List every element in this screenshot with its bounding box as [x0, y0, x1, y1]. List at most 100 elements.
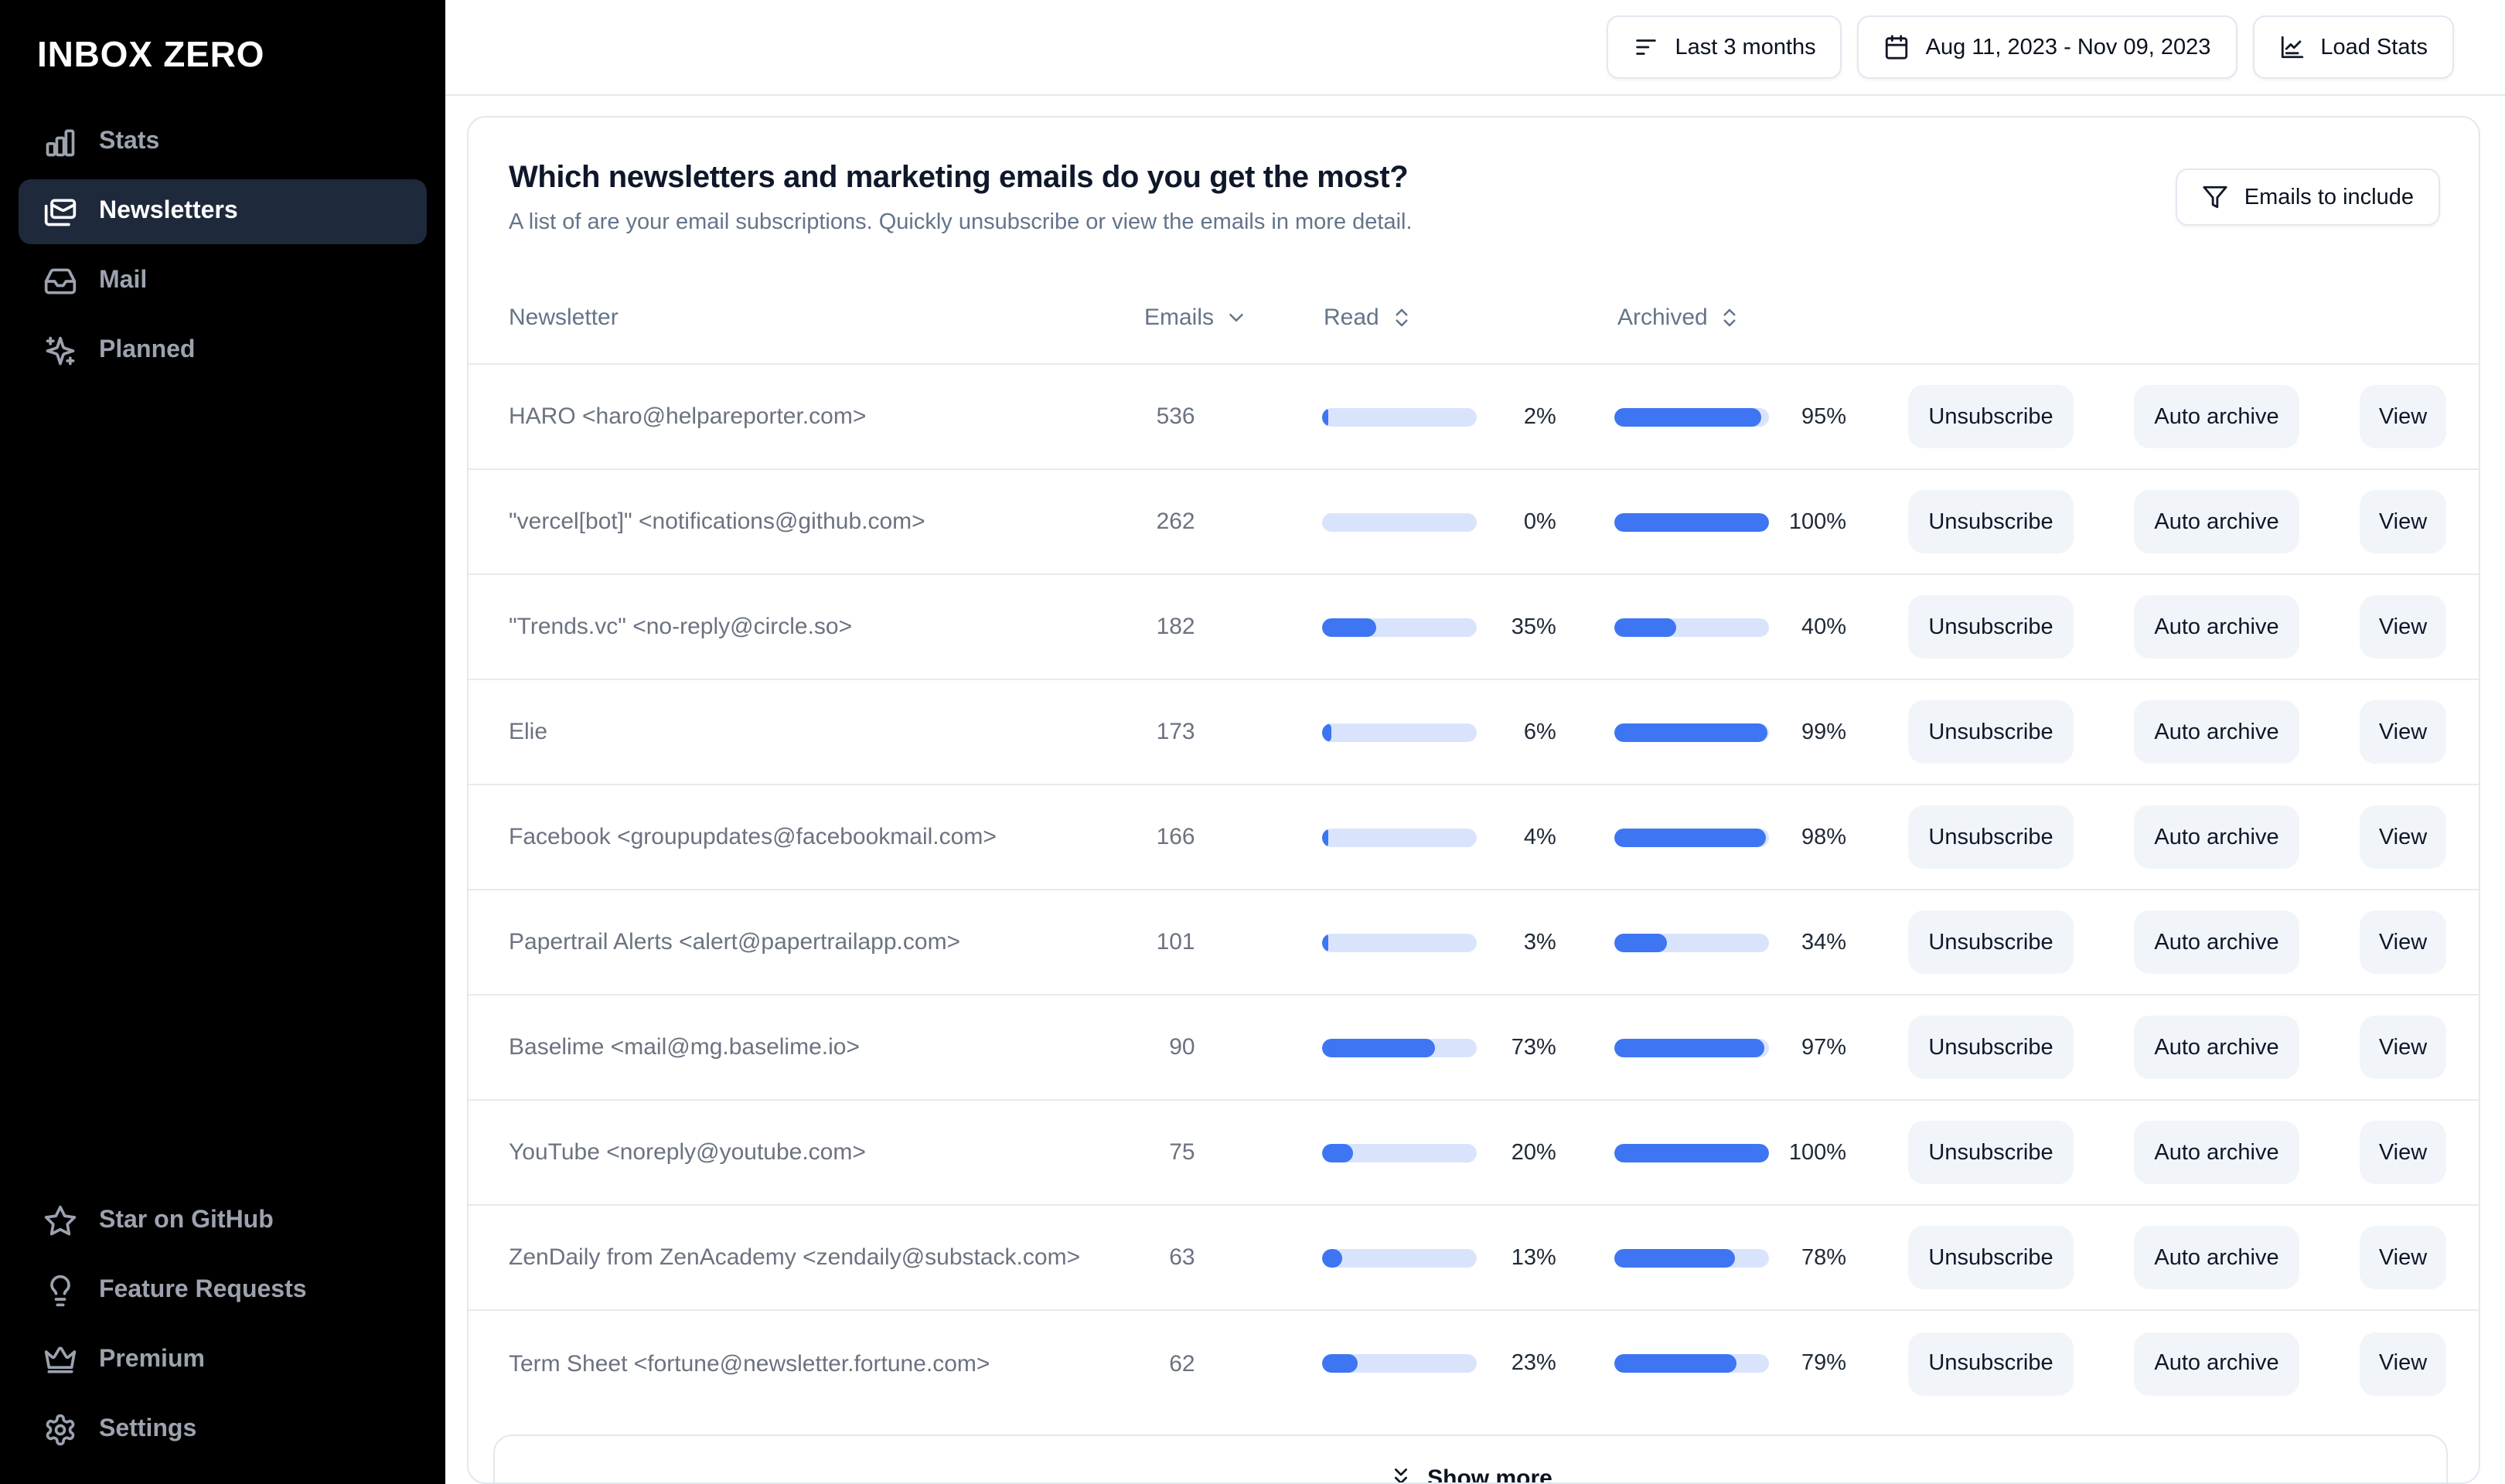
sidebar-item-settings[interactable]: Settings	[19, 1397, 427, 1462]
card-header-text: Which newsletters and marketing emails d…	[509, 161, 1413, 235]
newsletter-name: Facebook <groupupdates@facebookmail.com>	[509, 824, 997, 850]
auto-archive-button[interactable]: Auto archive	[2134, 1016, 2299, 1079]
topbar: Last 3 months Aug 11, 2023 - Nov 09, 202…	[445, 0, 2505, 96]
sidebar: INBOX ZERO Stats Newsletters Mail Planned S…	[0, 0, 445, 1484]
column-header-archived[interactable]: Archived	[1617, 304, 2446, 330]
unsubscribe-button[interactable]: Unsubscribe	[1908, 490, 2074, 553]
read-cell: 2%	[1321, 404, 1556, 429]
unsubscribe-button[interactable]: Unsubscribe	[1908, 700, 2074, 764]
sidebar-item-newsletters[interactable]: Newsletters	[19, 179, 427, 244]
view-button[interactable]: View	[2360, 595, 2446, 659]
emails-count: 63	[1169, 1244, 1195, 1271]
show-more-button[interactable]: Show more	[493, 1435, 2448, 1482]
view-button[interactable]: View	[2360, 385, 2446, 448]
sidebar-item-stats[interactable]: Stats	[19, 110, 427, 175]
secondary-nav: Star on GitHub Feature Requests Premium Set…	[0, 1189, 445, 1484]
read-cell: 73%	[1321, 1035, 1556, 1060]
unsubscribe-button[interactable]: Unsubscribe	[1908, 385, 2074, 448]
period-label: Last 3 months	[1675, 35, 1816, 60]
read-cell: 3%	[1321, 930, 1556, 955]
unsubscribe-button[interactable]: Unsubscribe	[1908, 1332, 2074, 1395]
view-button[interactable]: View	[2360, 910, 2446, 974]
view-button[interactable]: View	[2360, 1332, 2446, 1395]
archived-progress-bar	[1614, 407, 1770, 426]
read-cell: 20%	[1321, 1140, 1556, 1165]
emails-count: 262	[1156, 509, 1195, 535]
period-select-button[interactable]: Last 3 months	[1607, 15, 1842, 79]
unsubscribe-button[interactable]: Unsubscribe	[1908, 805, 2074, 869]
archived-percent: 97%	[1801, 1035, 1846, 1060]
archived-progress-bar	[1614, 512, 1770, 531]
archived-progress-bar	[1614, 723, 1770, 741]
unsubscribe-button[interactable]: Unsubscribe	[1908, 1121, 2074, 1184]
sidebar-item-label: Newsletters	[99, 198, 238, 224]
read-percent: 20%	[1511, 1140, 1556, 1165]
unsubscribe-button[interactable]: Unsubscribe	[1908, 1016, 2074, 1079]
load-stats-button[interactable]: Load Stats	[2252, 15, 2454, 79]
view-button[interactable]: View	[2360, 1121, 2446, 1184]
column-header-emails[interactable]: Emails	[1144, 304, 1324, 330]
unsubscribe-button[interactable]: Unsubscribe	[1908, 595, 2074, 659]
read-percent: 73%	[1511, 1035, 1556, 1060]
read-percent: 13%	[1511, 1245, 1556, 1270]
sidebar-item-mail[interactable]: Mail	[19, 249, 427, 314]
auto-archive-button[interactable]: Auto archive	[2134, 1121, 2299, 1184]
view-button[interactable]: View	[2360, 700, 2446, 764]
sidebar-item-star-on-github[interactable]: Star on GitHub	[19, 1189, 427, 1254]
table-row: ZenDaily from ZenAcademy <zendaily@subst…	[469, 1206, 2479, 1311]
view-button[interactable]: View	[2360, 490, 2446, 553]
auto-archive-button[interactable]: Auto archive	[2134, 805, 2299, 869]
table-row: Facebook <groupupdates@facebookmail.com>…	[469, 785, 2479, 890]
read-progress-bar	[1321, 828, 1477, 846]
sidebar-item-feature-requests[interactable]: Feature Requests	[19, 1258, 427, 1323]
view-button[interactable]: View	[2360, 1016, 2446, 1079]
date-range-button[interactable]: Aug 11, 2023 - Nov 09, 2023	[1857, 15, 2237, 79]
view-button[interactable]: View	[2360, 805, 2446, 869]
chevrons-down-icon	[1389, 1465, 1413, 1482]
primary-nav: Stats Newsletters Mail Planned	[0, 110, 445, 383]
table-row: Term Sheet <fortune@newsletter.fortune.c…	[469, 1311, 2479, 1416]
read-progress-bar	[1321, 723, 1477, 741]
read-cell: 35%	[1321, 614, 1556, 639]
chevrons-up-down-icon	[1390, 305, 1413, 328]
emails-count: 62	[1169, 1350, 1195, 1377]
sparkles-icon	[43, 334, 77, 368]
sidebar-item-planned[interactable]: Planned	[19, 318, 427, 383]
view-button[interactable]: View	[2360, 1226, 2446, 1289]
read-progress-bar	[1321, 933, 1477, 951]
archived-progress-bar	[1614, 1143, 1770, 1162]
emails-count: 536	[1156, 403, 1195, 430]
table-row: Baselime <mail@mg.baselime.io> 90 73% 97…	[469, 996, 2479, 1101]
auto-archive-button[interactable]: Auto archive	[2134, 385, 2299, 448]
star-icon	[43, 1204, 77, 1238]
auto-archive-button[interactable]: Auto archive	[2134, 1226, 2299, 1289]
bar-chart-icon	[43, 125, 77, 159]
archived-progress-bar	[1614, 828, 1770, 846]
filter-lines-icon	[1634, 34, 1660, 60]
unsubscribe-button[interactable]: Unsubscribe	[1908, 910, 2074, 974]
auto-archive-button[interactable]: Auto archive	[2134, 490, 2299, 553]
sidebar-item-premium[interactable]: Premium	[19, 1328, 427, 1393]
archived-cell: 95%	[1614, 404, 1846, 429]
archived-cell: 100%	[1614, 1140, 1846, 1165]
read-cell: 23%	[1321, 1351, 1556, 1376]
unsubscribe-button[interactable]: Unsubscribe	[1908, 1226, 2074, 1289]
read-percent: 0%	[1523, 509, 1556, 534]
column-header-read[interactable]: Read	[1324, 304, 1617, 330]
read-progress-bar	[1321, 407, 1477, 426]
emails-count: 166	[1156, 824, 1195, 850]
auto-archive-button[interactable]: Auto archive	[2134, 1332, 2299, 1395]
archived-cell: 34%	[1614, 930, 1846, 955]
emails-count: 75	[1169, 1139, 1195, 1166]
auto-archive-button[interactable]: Auto archive	[2134, 700, 2299, 764]
newsletter-name: "vercel[bot]" <notifications@github.com>	[509, 509, 925, 535]
archived-percent: 79%	[1801, 1351, 1846, 1376]
calendar-icon	[1884, 34, 1910, 60]
sidebar-item-label: Stats	[99, 128, 160, 155]
emails-to-include-button[interactable]: Emails to include	[2176, 168, 2440, 226]
auto-archive-button[interactable]: Auto archive	[2134, 910, 2299, 974]
newsletter-name: HARO <haro@helpareporter.com>	[509, 403, 867, 430]
auto-archive-button[interactable]: Auto archive	[2134, 595, 2299, 659]
read-cell: 4%	[1321, 825, 1556, 849]
